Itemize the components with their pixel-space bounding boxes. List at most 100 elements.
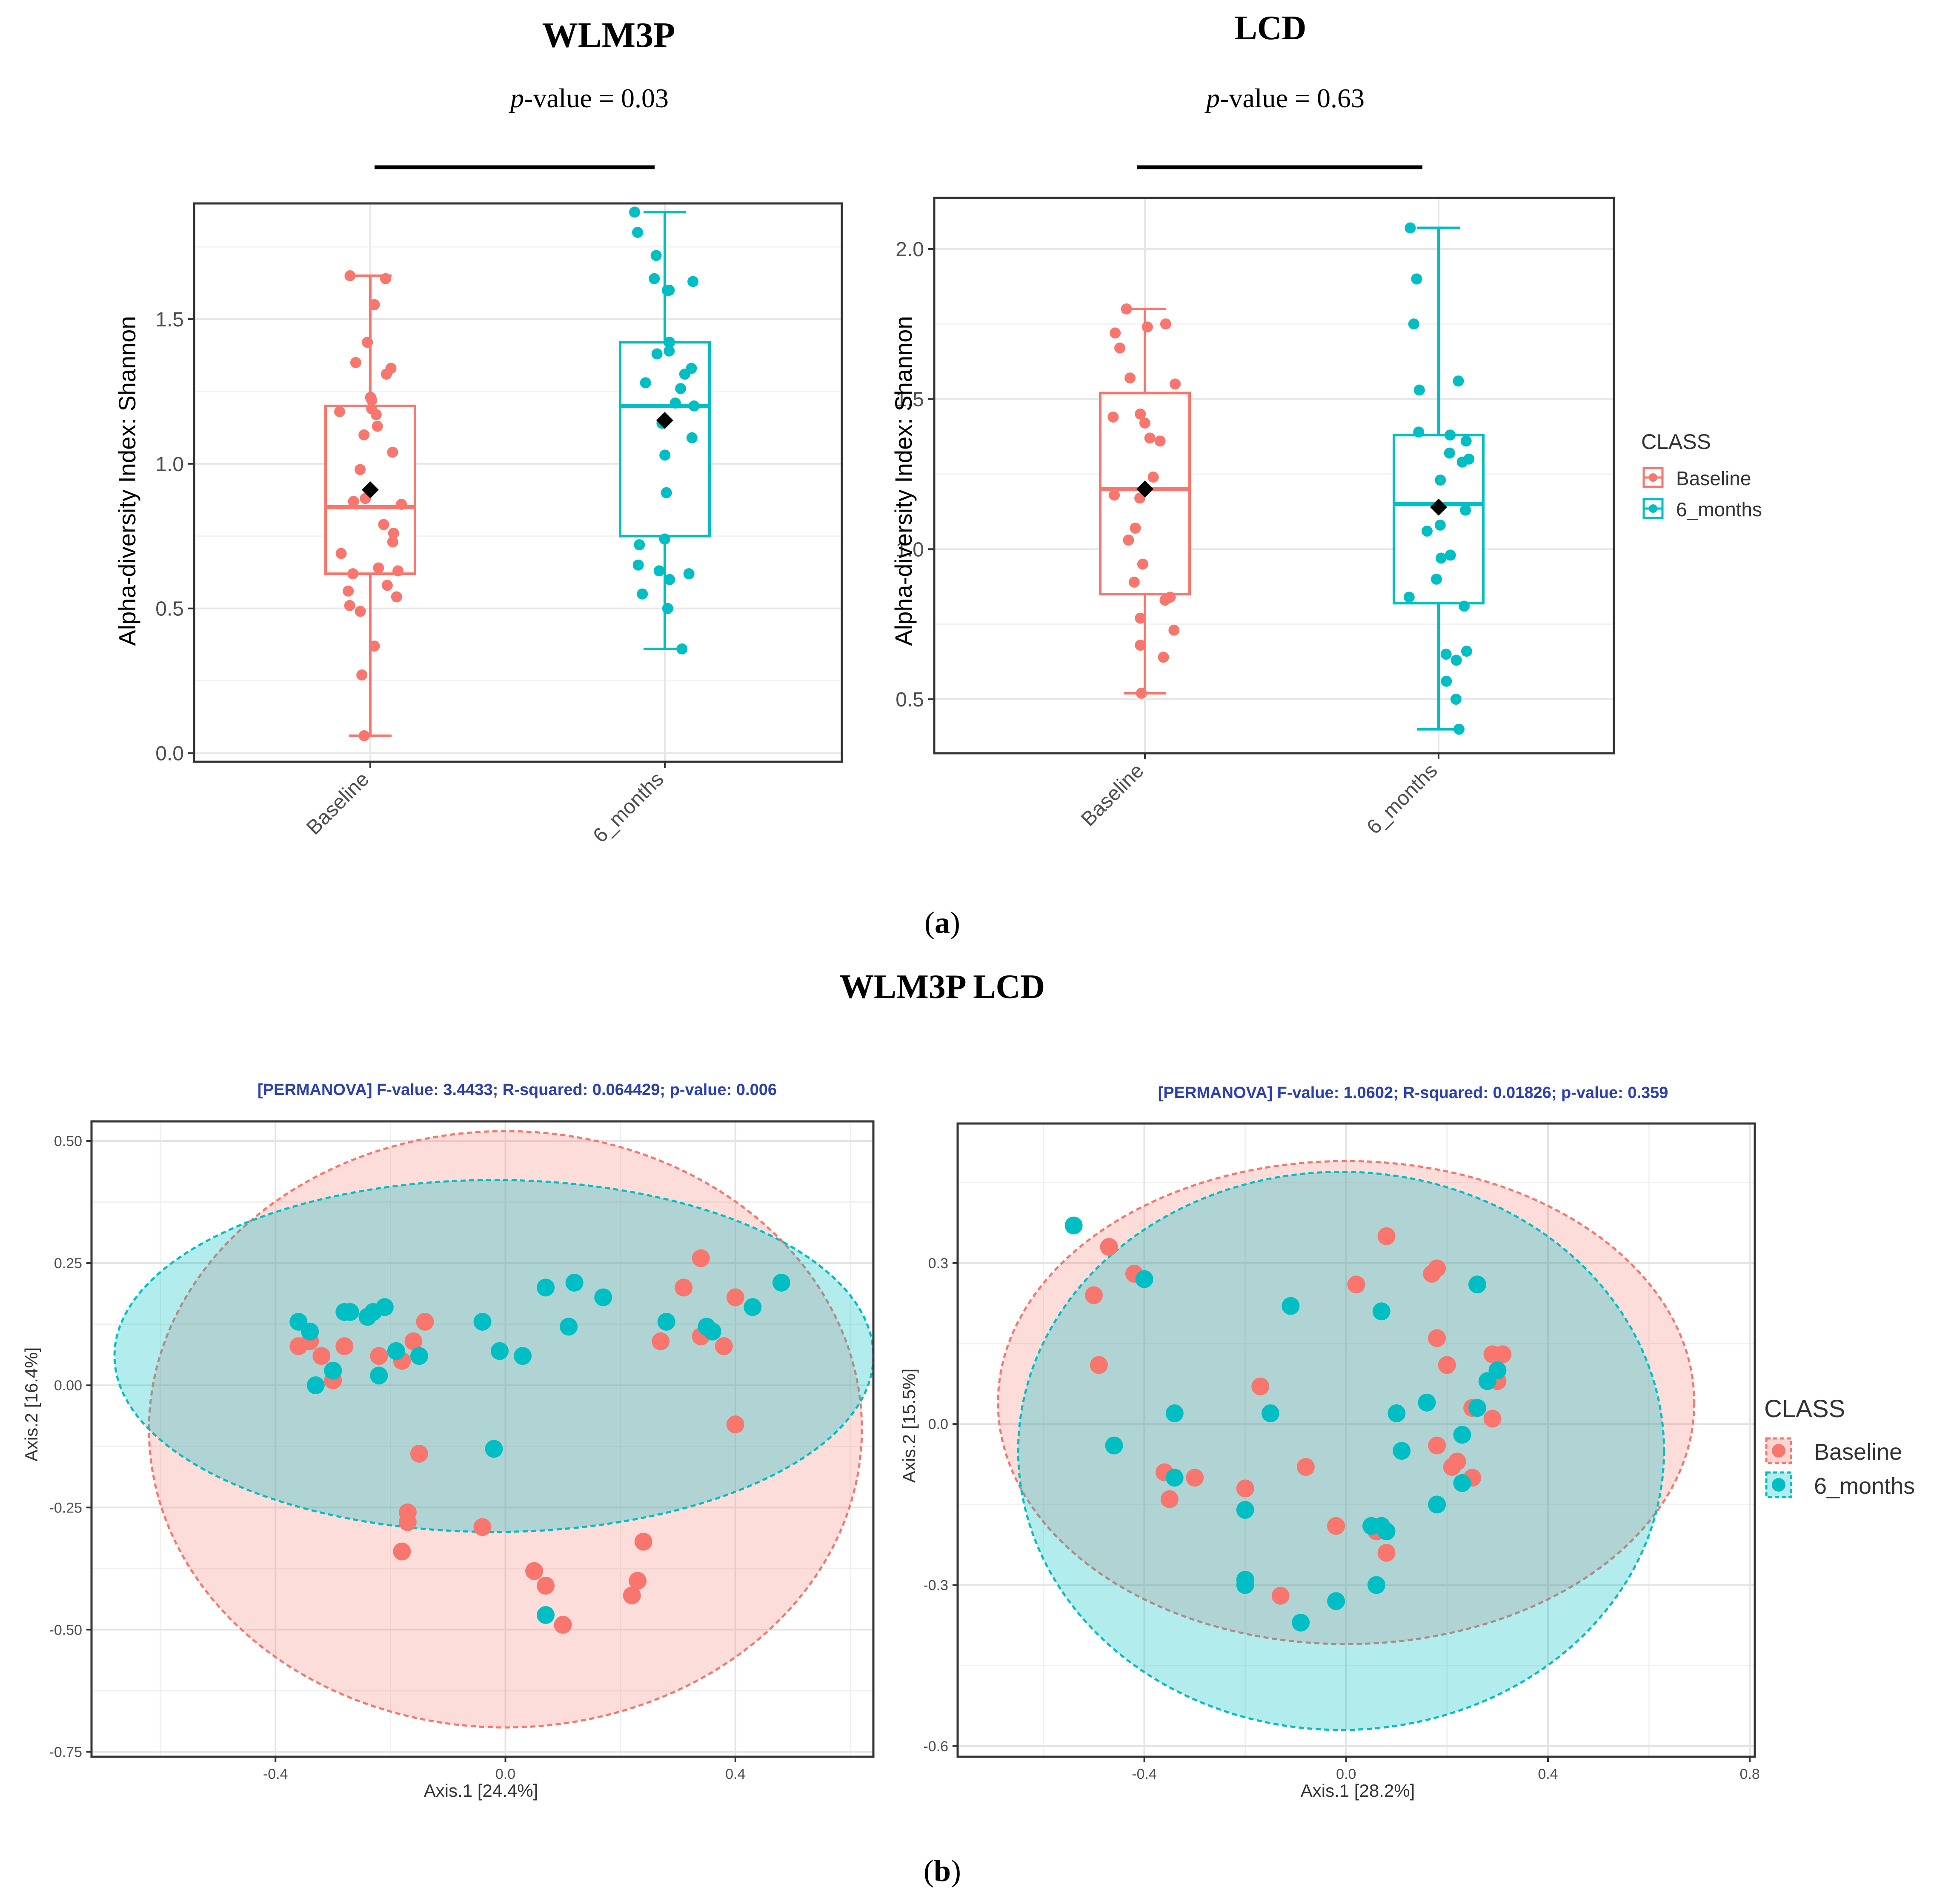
wlm3p-baseline-point xyxy=(391,591,402,603)
lcd-pcoa-y-axis-label: Axis.2 [15.5%] xyxy=(899,1369,919,1483)
wlm3p-pvalue-rest: -value = 0.03 xyxy=(524,83,669,113)
wlm3p-pcoa-baseline-point xyxy=(692,1249,710,1267)
wlm3p-baseline-point xyxy=(344,270,356,281)
wlm3p-baseline-point xyxy=(369,640,380,652)
lcd-pcoa-baseline-point xyxy=(1236,1479,1254,1498)
wlm3p-baseline-point xyxy=(358,730,370,741)
panel-a-label-open: ( xyxy=(924,906,935,940)
lcd-baseline-point xyxy=(1114,342,1126,354)
wlm3p-pcoa-6months-point xyxy=(703,1322,721,1341)
wlm3p-pcoa-6months-point xyxy=(491,1342,509,1360)
lcd-baseline-point xyxy=(1139,417,1150,429)
lcd-baseline-point xyxy=(1108,489,1120,501)
wlm3p-6months-point xyxy=(649,273,660,284)
lcd-pcoa-plot: -0.4 0.0 0.4 0.8 -0.6 -0.3 0.0 0.3 [PERMANOVA] F… xyxy=(899,1084,1760,1801)
lcd-pcoa-x-tick-label: 0.0 xyxy=(1336,1766,1356,1782)
wlm3p-title: WLM3P xyxy=(542,15,675,55)
lcd-pcoa-6months-point xyxy=(1165,1404,1184,1422)
lcd-6months-point xyxy=(1408,318,1419,330)
wlm3p-pcoa-6months-point xyxy=(306,1376,325,1395)
lcd-6months-point xyxy=(1460,435,1472,447)
lcd-6months-point xyxy=(1445,549,1456,561)
lcd-pvalue: p-value = 0.63 xyxy=(1204,83,1365,113)
lcd-pcoa-6months-point xyxy=(1488,1361,1507,1380)
wlm3p-6months-point xyxy=(650,250,662,261)
wlm3p-6months-point xyxy=(637,588,648,600)
panel-b-title: WLM3P LCD xyxy=(840,968,1045,1006)
wlm3p-baseline-point xyxy=(396,498,407,510)
lcd-x-tick-label-6months: 6_months xyxy=(1362,759,1442,839)
lcd-6months-point xyxy=(1444,447,1455,459)
wlm3p-x-tick-label-6months: 6_months xyxy=(589,768,668,847)
lcd-6months-point xyxy=(1430,573,1442,585)
wlm3p-pcoa-x-axis-label: Axis.1 [24.4%] xyxy=(424,1781,538,1801)
lcd-baseline-point xyxy=(1137,558,1148,570)
wlm3p-pcoa-y-tick-label: -0.50 xyxy=(49,1622,83,1638)
lcd-6months-point xyxy=(1460,504,1471,516)
lcd-pcoa-6months-point xyxy=(1105,1436,1123,1455)
lcd-pcoa-x-tick-label: -0.4 xyxy=(1132,1766,1157,1782)
wlm3p-6months-point xyxy=(662,603,673,614)
lcd-6months-point xyxy=(1435,475,1446,486)
wlm3p-baseline-point xyxy=(381,580,393,591)
pcoa-legend-baseline-label: Baseline xyxy=(1814,1439,1902,1465)
lcd-pvalue-rest: -value = 0.63 xyxy=(1220,83,1365,113)
lcd-pcoa-6months-point xyxy=(1453,1426,1471,1444)
wlm3p-baseline-point xyxy=(388,527,399,539)
lcd-pcoa-x-tick-label: 0.8 xyxy=(1740,1766,1760,1782)
lcd-pcoa-baseline-point xyxy=(1377,1227,1396,1245)
wlm3p-baseline-point xyxy=(392,565,404,577)
lcd-pcoa-6months-point xyxy=(1282,1297,1300,1315)
wlm3p-pcoa-plot-border xyxy=(90,1120,875,1758)
lcd-y-axis-label: Alpha-diversity Index: Shannon xyxy=(890,316,917,646)
wlm3p-pcoa-baseline-point xyxy=(370,1347,388,1365)
wlm3p-pcoa-baseline-point xyxy=(404,1332,423,1350)
panel-b-label-open: ( xyxy=(924,1854,934,1888)
wlm3p-pcoa-6months-point xyxy=(537,1278,555,1297)
lcd-pcoa-y-tick-label: -0.6 xyxy=(923,1738,948,1755)
wlm3p-pcoa-baseline-point xyxy=(410,1444,428,1463)
wlm3p-baseline-point xyxy=(358,429,370,440)
lcd-pcoa-baseline-point xyxy=(1448,1452,1466,1471)
lcd-6months-point xyxy=(1411,273,1422,285)
wlm3p-pcoa-6months-point xyxy=(744,1298,762,1316)
wlm3p-baseline-point xyxy=(355,606,366,617)
lcd-pcoa-6months-point xyxy=(1468,1399,1487,1417)
lcd-pcoa-6months-point xyxy=(1327,1592,1345,1610)
lcd-pcoa-6months-point xyxy=(1165,1469,1184,1487)
lcd-6months-point xyxy=(1450,694,1462,705)
wlm3p-y-tick-label: 0.5 xyxy=(155,598,184,620)
lcd-pcoa-baseline-point xyxy=(1100,1238,1118,1256)
lcd-6months-point xyxy=(1445,429,1456,441)
lcd-baseline-point xyxy=(1134,492,1146,504)
wlm3p-baseline-point xyxy=(356,669,368,681)
wlm3p-baseline-point xyxy=(343,585,354,597)
lcd-pcoa-6months-point xyxy=(1064,1216,1083,1235)
lcd-pcoa-6months-point xyxy=(1367,1576,1385,1594)
lcd-baseline-point xyxy=(1128,576,1140,588)
panel-b-label-letter: b xyxy=(934,1854,951,1888)
wlm3p-pcoa-6months-point xyxy=(387,1342,405,1360)
wlm3p-baseline-point xyxy=(344,600,355,611)
wlm3p-pcoa-baseline-point xyxy=(537,1577,555,1595)
boxplot-legend-title: CLASS xyxy=(1641,430,1711,454)
lcd-pcoa-baseline-point xyxy=(1186,1469,1204,1487)
pcoa-legend-baseline-key-dot xyxy=(1772,1444,1785,1458)
wlm3p-x-tick-label-baseline: Baseline xyxy=(302,768,374,839)
wlm3p-6months-point xyxy=(683,568,695,580)
wlm3p-pcoa-baseline-point xyxy=(335,1337,354,1355)
wlm3p-pcoa-baseline-point xyxy=(473,1518,492,1536)
boxplot-legend: CLASS Baseline 6_months xyxy=(1641,430,1762,520)
lcd-pcoa-baseline-point xyxy=(1327,1517,1345,1535)
lcd-6months-point xyxy=(1434,519,1446,531)
wlm3p-pcoa-y-tick-label: -0.25 xyxy=(49,1500,83,1516)
wlm3p-plot-background xyxy=(194,203,842,762)
wlm3p-pcoa-plot: -0.4 0.0 0.4 -0.75 -0.50 -0.25 0.00 0.25 0.50 [PE… xyxy=(21,1081,875,1801)
panel-b-label: (b) xyxy=(924,1854,961,1888)
wlm3p-pcoa-6months-point xyxy=(341,1303,359,1321)
wlm3p-baseline-point xyxy=(381,369,392,380)
lcd-pcoa-baseline-point xyxy=(1251,1377,1270,1395)
lcd-y-tick-label: 1.0 xyxy=(895,538,924,561)
wlm3p-baseline-point xyxy=(334,406,345,417)
lcd-6months-point xyxy=(1461,646,1472,657)
